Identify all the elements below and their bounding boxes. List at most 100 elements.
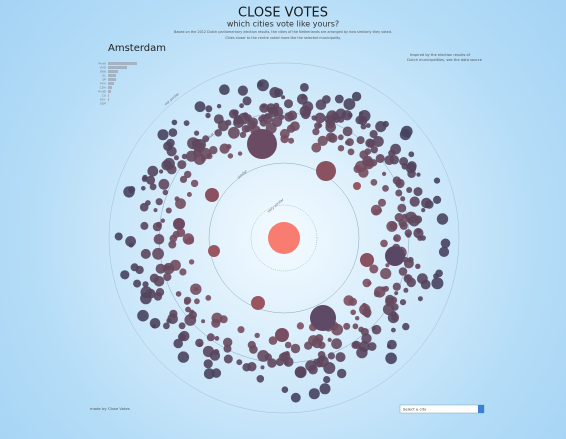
city-bubble xyxy=(358,116,368,126)
city-bubble xyxy=(365,123,371,128)
city-bubble xyxy=(352,340,361,349)
party-bar xyxy=(108,74,116,77)
city-bubble xyxy=(431,277,444,290)
city-bubble xyxy=(304,341,313,350)
city-bubble xyxy=(347,148,355,156)
city-bubble xyxy=(140,248,151,259)
city-bubble xyxy=(183,298,191,305)
city-bubble xyxy=(387,339,397,350)
city-bubble xyxy=(214,129,222,137)
party-label: PvdD xyxy=(98,90,106,94)
city-bubble xyxy=(209,350,221,361)
city-bubble xyxy=(408,151,415,158)
city-bubble xyxy=(378,198,386,207)
city-bubble xyxy=(297,93,308,105)
city-bubble xyxy=(350,309,357,316)
city-bubble xyxy=(331,338,342,350)
city-bubble xyxy=(317,123,323,128)
city-bubble xyxy=(169,259,181,271)
city-bubble xyxy=(370,146,378,154)
party-label: SGP xyxy=(100,102,106,106)
city-bubble xyxy=(362,278,372,288)
city-bubble xyxy=(239,103,245,109)
city-bubble xyxy=(141,186,146,191)
city-bubble xyxy=(323,376,331,384)
city-bubble xyxy=(153,208,158,213)
city-bubble xyxy=(179,268,187,276)
city-bubble xyxy=(141,176,148,182)
city-bubble xyxy=(348,297,357,306)
city-bubble xyxy=(247,129,277,159)
city-bubble xyxy=(203,368,215,380)
city-bubble xyxy=(327,352,335,360)
city-bubble xyxy=(380,268,392,280)
select-arrow[interactable] xyxy=(478,405,484,413)
city-bubble xyxy=(194,130,200,136)
city-bubble xyxy=(388,149,396,157)
city-bubble xyxy=(319,383,331,395)
city-bubble xyxy=(393,234,401,243)
city-bubble xyxy=(169,234,178,243)
city-bubble xyxy=(364,306,369,311)
city-bubble xyxy=(385,352,397,365)
ring-label: similar xyxy=(237,169,249,180)
city-bubble xyxy=(337,145,345,152)
city-bubble xyxy=(342,126,353,137)
city-bubble xyxy=(286,124,296,133)
city-bubble xyxy=(194,298,200,305)
party-bar xyxy=(108,62,137,65)
city-bubble xyxy=(153,276,165,287)
city-bubble xyxy=(183,120,190,126)
subtitle: which cities vote like yours? xyxy=(227,20,339,29)
city-bubble xyxy=(392,282,401,291)
city-bubble xyxy=(311,142,322,153)
city-bubble xyxy=(385,246,405,266)
city-bubble xyxy=(335,352,346,363)
city-bubble xyxy=(233,115,244,125)
city-bubble xyxy=(382,303,395,316)
selected-city[interactable] xyxy=(268,222,300,254)
ring xyxy=(208,162,360,314)
city-bubble xyxy=(380,239,388,248)
credit: Dutch municipalities, see the data sourc… xyxy=(407,58,483,62)
city-bubble xyxy=(153,234,165,245)
city-bubble xyxy=(163,272,172,282)
city-bubble xyxy=(163,157,175,170)
city-bubble xyxy=(205,295,212,301)
city-bubble xyxy=(258,81,264,87)
city-bubble xyxy=(186,236,195,245)
city-bubble xyxy=(178,322,186,330)
city-bubble xyxy=(375,154,385,163)
city-bubble xyxy=(160,218,165,223)
city-bubble xyxy=(280,351,291,362)
city-bubble xyxy=(205,112,211,119)
city-bubble xyxy=(173,155,179,161)
party-label: D66 xyxy=(100,70,106,74)
city-bubble xyxy=(421,208,426,213)
city-bubble xyxy=(385,263,390,268)
city-bubble xyxy=(208,245,220,257)
city-bubble xyxy=(435,269,443,278)
city-bubble xyxy=(404,229,412,237)
city-bubble xyxy=(159,169,164,174)
city-bubble xyxy=(275,357,284,367)
city-bubble xyxy=(120,270,130,280)
party-label: 50+ xyxy=(100,98,107,102)
city-bubble xyxy=(236,359,243,366)
city-bubble xyxy=(155,263,166,274)
city-bubble xyxy=(299,105,312,118)
city-bubble xyxy=(275,328,289,342)
city-bubble xyxy=(385,297,395,307)
city-bubble xyxy=(409,196,420,207)
city-bubble xyxy=(247,120,257,130)
city-bubble xyxy=(310,305,336,331)
city-bubble xyxy=(226,144,232,150)
city-bubble xyxy=(239,131,247,138)
description: Cities closer to the centre voted more l… xyxy=(225,36,341,40)
city-bubble xyxy=(155,198,163,206)
party-label: PvdA xyxy=(98,62,106,66)
city-bubble xyxy=(284,99,293,109)
city-bubble xyxy=(343,322,351,330)
party-bar xyxy=(108,90,111,93)
city-bubble xyxy=(181,153,188,160)
